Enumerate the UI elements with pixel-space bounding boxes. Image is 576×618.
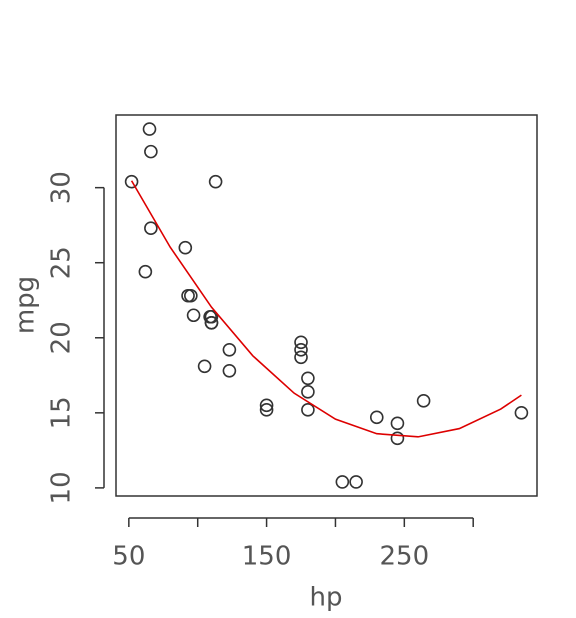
y-tick-label: 25 — [47, 246, 77, 279]
x-tick-label: 150 — [242, 542, 292, 572]
x-axis-label: hp — [310, 583, 343, 613]
y-tick-label: 20 — [47, 321, 77, 354]
point — [144, 221, 158, 235]
plot-box — [115, 114, 538, 497]
point — [416, 394, 431, 408]
point — [203, 309, 217, 324]
point — [181, 288, 195, 303]
point — [178, 240, 193, 255]
point — [208, 174, 223, 189]
point — [514, 406, 529, 420]
y-axis-label: mpg — [11, 276, 41, 334]
point — [390, 431, 405, 446]
point — [301, 371, 315, 386]
point — [144, 144, 158, 159]
point — [259, 403, 274, 417]
y-tick-label: 15 — [47, 396, 77, 429]
point — [335, 475, 350, 489]
point — [390, 416, 405, 431]
point — [294, 350, 308, 365]
point — [184, 288, 198, 303]
y-tick-label: 10 — [47, 471, 77, 504]
point — [138, 264, 153, 279]
x-tick-label: 50 — [112, 542, 145, 572]
point — [301, 385, 315, 399]
point — [294, 335, 308, 350]
point — [369, 410, 384, 425]
point — [186, 308, 201, 323]
point — [259, 398, 274, 413]
point — [222, 364, 237, 378]
point — [301, 403, 315, 417]
y-tick-label: 30 — [47, 171, 77, 204]
point — [197, 359, 212, 374]
fit-line — [130, 180, 522, 438]
point — [142, 122, 157, 136]
point — [294, 342, 308, 357]
point — [204, 315, 219, 330]
x-tick-label: 250 — [380, 542, 430, 572]
point — [349, 475, 363, 489]
point — [124, 174, 139, 189]
point — [222, 342, 237, 357]
